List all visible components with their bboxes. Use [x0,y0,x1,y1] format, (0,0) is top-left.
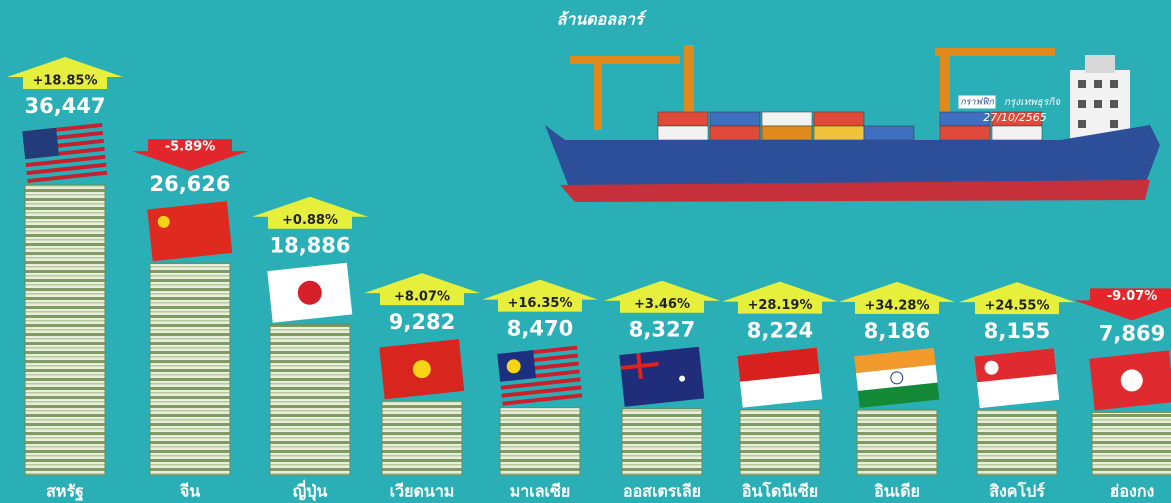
flag-part [984,360,999,375]
credit-date: 27/10/2565 [983,111,1046,124]
money-stack [1091,411,1171,476]
category-label: ฮ่องกง [1110,482,1155,501]
flag-part [502,393,583,406]
change-arrow [722,281,838,314]
category-label: สหรัฐ [46,482,84,502]
flag [267,262,353,323]
category-label: อินเดีย [874,482,920,501]
money-stack [499,407,581,476]
value-label: 9,282 [389,310,455,334]
category-label: จีน [179,482,200,501]
flag-part [501,385,582,398]
category-label: สิงคโปร์ [989,481,1045,501]
flag-part [856,364,938,392]
change-arrow [482,279,598,312]
change-label: +0.88% [282,213,338,228]
unit-label: ล้านดอลลาร์ [557,10,648,29]
change-arrow [1074,288,1171,321]
change-label: +28.19% [747,298,812,313]
money-stack [149,262,231,476]
change-label: +18.85% [32,74,97,89]
change-label: +16.35% [507,296,572,311]
value-label: 8,327 [629,318,695,342]
flag-part [619,346,705,407]
change-label: -9.07% [1107,289,1158,304]
value-label: 18,886 [269,234,350,258]
value-label: 8,470 [507,317,573,341]
flag-part [297,280,322,305]
flag [974,348,1060,409]
change-arrow [252,196,368,229]
flag-part [854,347,936,374]
money-stack [381,400,463,476]
credit-label: กราฟฟิก [960,97,994,108]
flag-part [506,359,521,374]
money-stack [621,408,703,476]
flag [147,201,233,262]
category-label: มาเลเซีย [510,482,571,501]
flag [854,347,940,408]
flag-part [412,360,431,379]
change-arrow [364,273,480,306]
change-label: -5.89% [165,140,216,155]
change-arrow [132,139,248,172]
flag-part [890,371,904,385]
change-arrow [839,281,955,314]
category-label: เวียดนาม [390,482,455,501]
money-stack [269,324,351,476]
flag-part [857,382,940,408]
value-label: 26,626 [149,172,230,196]
value-label: 8,224 [747,319,813,343]
flag-part [147,201,233,262]
credit: กราฟฟิก กรุงเทพธุรกิจ 27/10/2565 [957,94,1061,124]
flag [619,346,705,407]
flag [22,122,108,184]
money-stack [856,409,938,476]
category-label: ญี่ปุ่น [293,480,328,502]
value-label: 8,155 [984,319,1050,343]
change-label: +24.55% [984,299,1049,314]
value-label: 36,447 [24,94,105,118]
flag-part [157,215,170,228]
flag-part [679,375,686,382]
flag [737,347,823,408]
flag-part [26,162,107,176]
flag [1089,350,1171,411]
credit-source: กรุงเทพธุรกิจ [1004,96,1061,108]
money-stack [739,409,821,476]
flag-part [500,377,581,390]
change-label: +3.46% [634,297,690,312]
flag [497,345,583,406]
category-label: ออสเตรเลีย [623,482,701,501]
flag-part [1120,369,1143,392]
flag [379,339,465,400]
flag-part [737,347,820,382]
value-label: 7,869 [1099,321,1165,345]
change-label: +8.07% [394,290,450,305]
flag-part [27,170,108,184]
flag-part [636,352,643,380]
change-arrow [604,280,720,313]
change-arrow [959,282,1075,315]
flag-part [25,154,106,168]
value-label: 8,186 [864,319,930,343]
flag-part [22,127,60,160]
change-arrow [7,57,123,89]
category-label: อินโดนีเซีย [742,481,819,501]
money-stack [24,184,106,476]
ship [545,45,1160,202]
change-label: +34.28% [864,298,929,313]
money-stack [976,409,1058,476]
